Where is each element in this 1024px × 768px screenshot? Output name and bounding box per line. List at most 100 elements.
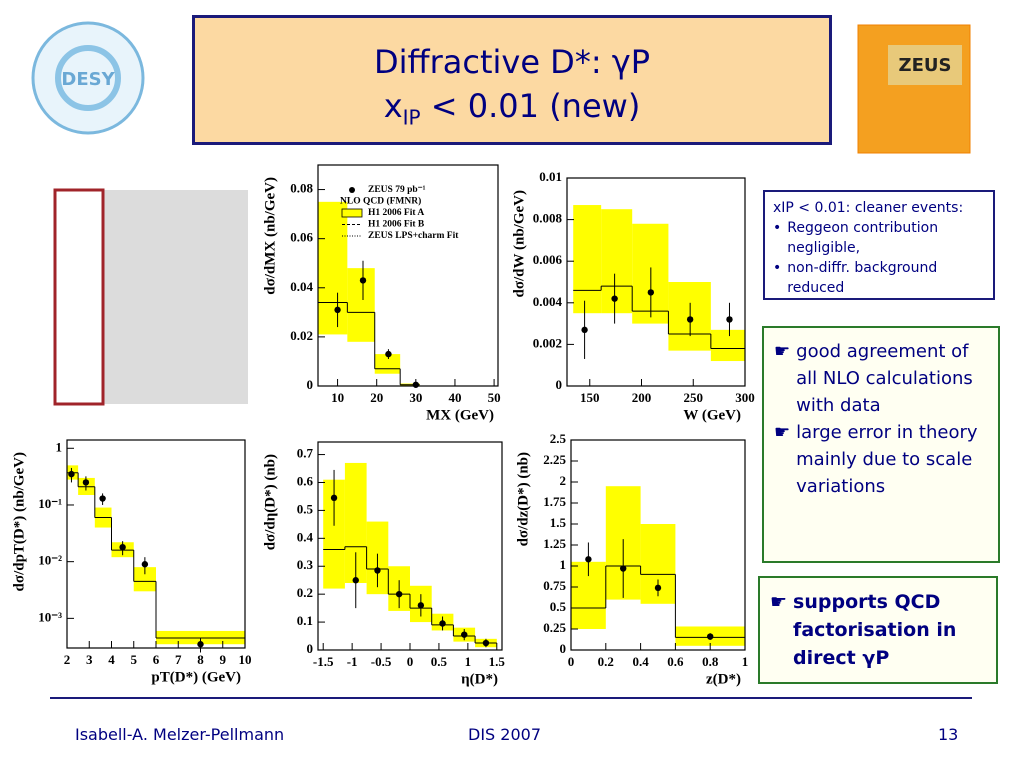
y-tick-label: 0.7 xyxy=(297,446,314,461)
x-tick-label: 0.6 xyxy=(667,654,684,669)
x-tick-label: 30 xyxy=(409,390,422,405)
x-tick-label: 4 xyxy=(108,652,115,667)
x-tick-label: -0.5 xyxy=(371,654,392,669)
data-point xyxy=(686,316,694,323)
plot-frame xyxy=(317,164,499,387)
y-axis-label: dσ/dW (nb/GeV) xyxy=(511,190,527,298)
y-tick-label: 2.5 xyxy=(550,431,567,446)
summary: good agreement of all NLO calculations w… xyxy=(796,341,973,416)
x-tick-label: -1 xyxy=(347,654,358,669)
x-tick-label: 10 xyxy=(239,652,252,667)
note: non-diffr. background reduced xyxy=(787,260,938,296)
y-tick-label: 0.3 xyxy=(297,557,314,572)
x-tick-label: 0 xyxy=(568,654,575,669)
y-axis-label: dσ/dη(D*) (nb) xyxy=(262,454,278,550)
x-tick-label: 3 xyxy=(86,652,93,667)
x-axis-label: pT(D*) (GeV) xyxy=(151,669,241,685)
data-point xyxy=(439,620,446,627)
x-tick-label: 20 xyxy=(370,390,383,405)
y-tick-label: 1.75 xyxy=(543,494,566,509)
data-point xyxy=(334,306,341,314)
title-box: Diffractive D*: γP xIP < 0.01 (new) xyxy=(192,15,832,145)
x-tick-label: 0 xyxy=(407,654,414,669)
x-tick-label: 1 xyxy=(465,654,472,669)
data-point xyxy=(726,316,733,323)
y-tick-label: 0.008 xyxy=(533,211,563,226)
x-tick-label: 6 xyxy=(153,652,160,667)
y-tick-label: 1.5 xyxy=(550,515,567,530)
plot-frame xyxy=(566,177,746,387)
data-point xyxy=(417,602,425,609)
nlo-band xyxy=(133,567,156,592)
x-axis-label: z(D*) xyxy=(706,671,741,687)
plot-frame xyxy=(317,441,503,651)
y-tick-label: 0 xyxy=(307,641,314,656)
data-point xyxy=(647,289,655,296)
x-tick-label: 200 xyxy=(632,390,652,405)
summary-item: ☛ good agreement of all NLO calculations … xyxy=(774,338,988,419)
y-tick-label: 2 xyxy=(560,473,567,488)
nlo-band xyxy=(710,329,745,362)
data-point xyxy=(395,590,403,598)
note-item: • non-diffr. background reduced xyxy=(773,258,985,298)
x-tick-label: 10 xyxy=(331,390,344,405)
x-tick-label: 2 xyxy=(64,652,71,667)
legend-label: ZEUS LPS+charm Fit xyxy=(368,231,459,241)
y-tick-label: 0.004 xyxy=(533,294,563,309)
x-axis-label: W (GeV) xyxy=(683,407,741,423)
nlo-band xyxy=(632,223,669,324)
x-tick-label: -1.5 xyxy=(313,654,334,669)
data-point xyxy=(620,565,627,572)
data-point xyxy=(611,295,618,302)
y-tick-label: 0 xyxy=(560,641,567,656)
footer-page: 13 xyxy=(938,725,959,744)
y-tick-label: 0.5 xyxy=(297,501,314,516)
x-tick-label: 1.5 xyxy=(489,654,506,669)
x-tick-label: 1 xyxy=(742,654,749,669)
y-tick-label: 10⁻¹ xyxy=(38,496,62,511)
data-point xyxy=(654,584,662,592)
data-point xyxy=(82,479,90,486)
y-tick-label: 0.5 xyxy=(550,599,567,614)
plot-frame xyxy=(570,439,746,651)
legend-marker xyxy=(349,187,355,193)
data-point xyxy=(68,470,75,478)
legend-label: H1 2006 Fit B xyxy=(368,220,425,230)
y-tick-label: 0.1 xyxy=(297,613,313,628)
data-point xyxy=(581,326,588,334)
x-axis-label: η(D*) xyxy=(461,671,498,687)
data-point xyxy=(99,495,106,502)
data-point xyxy=(707,633,714,640)
x-tick-label: 250 xyxy=(684,390,704,405)
y-tick-label: 0.002 xyxy=(533,335,562,350)
y-tick-label: 1.25 xyxy=(543,536,566,551)
data-point xyxy=(119,543,126,551)
title-sub: IP xyxy=(402,105,421,130)
y-tick-label: 2.25 xyxy=(543,452,566,467)
desy-text: DESY xyxy=(61,69,115,90)
nlo-band xyxy=(573,205,602,314)
legend-marker xyxy=(341,208,363,218)
conclusion-item: ☛ supports QCD factorisation in direct γP xyxy=(770,588,986,672)
legend-label: ZEUS 79 pb⁻¹ xyxy=(368,185,426,195)
x-tick-label: 0.2 xyxy=(598,654,614,669)
x-tick-label: 8 xyxy=(197,652,204,667)
x-tick-label: 40 xyxy=(448,390,461,405)
placeholder-panel xyxy=(103,190,248,404)
summary: large error in theory mainly due to scal… xyxy=(796,422,978,497)
note: xIP < 0.01: cleaner events: xyxy=(773,200,964,216)
y-tick-label: 1 xyxy=(56,439,63,454)
data-point xyxy=(385,350,392,358)
x-tick-label: 0.4 xyxy=(632,654,649,669)
x-tick-label: 300 xyxy=(735,390,755,405)
y-tick-label: 0.006 xyxy=(533,252,563,267)
conclusion: supports QCD factorisation in direct γP xyxy=(793,591,957,669)
summary-box: ☛ good agreement of all NLO calculations … xyxy=(762,326,1000,563)
title-line2: xIP < 0.01 (new) xyxy=(195,84,829,139)
data-point xyxy=(482,639,490,647)
y-tick-label: 0.6 xyxy=(297,473,314,488)
y-axis-label: dσ/dpT(D*) (nb/GeV) xyxy=(11,452,27,591)
placeholder-frame xyxy=(53,188,105,406)
y-tick-label: 0.02 xyxy=(290,328,313,343)
x-tick-label: 9 xyxy=(220,652,227,667)
